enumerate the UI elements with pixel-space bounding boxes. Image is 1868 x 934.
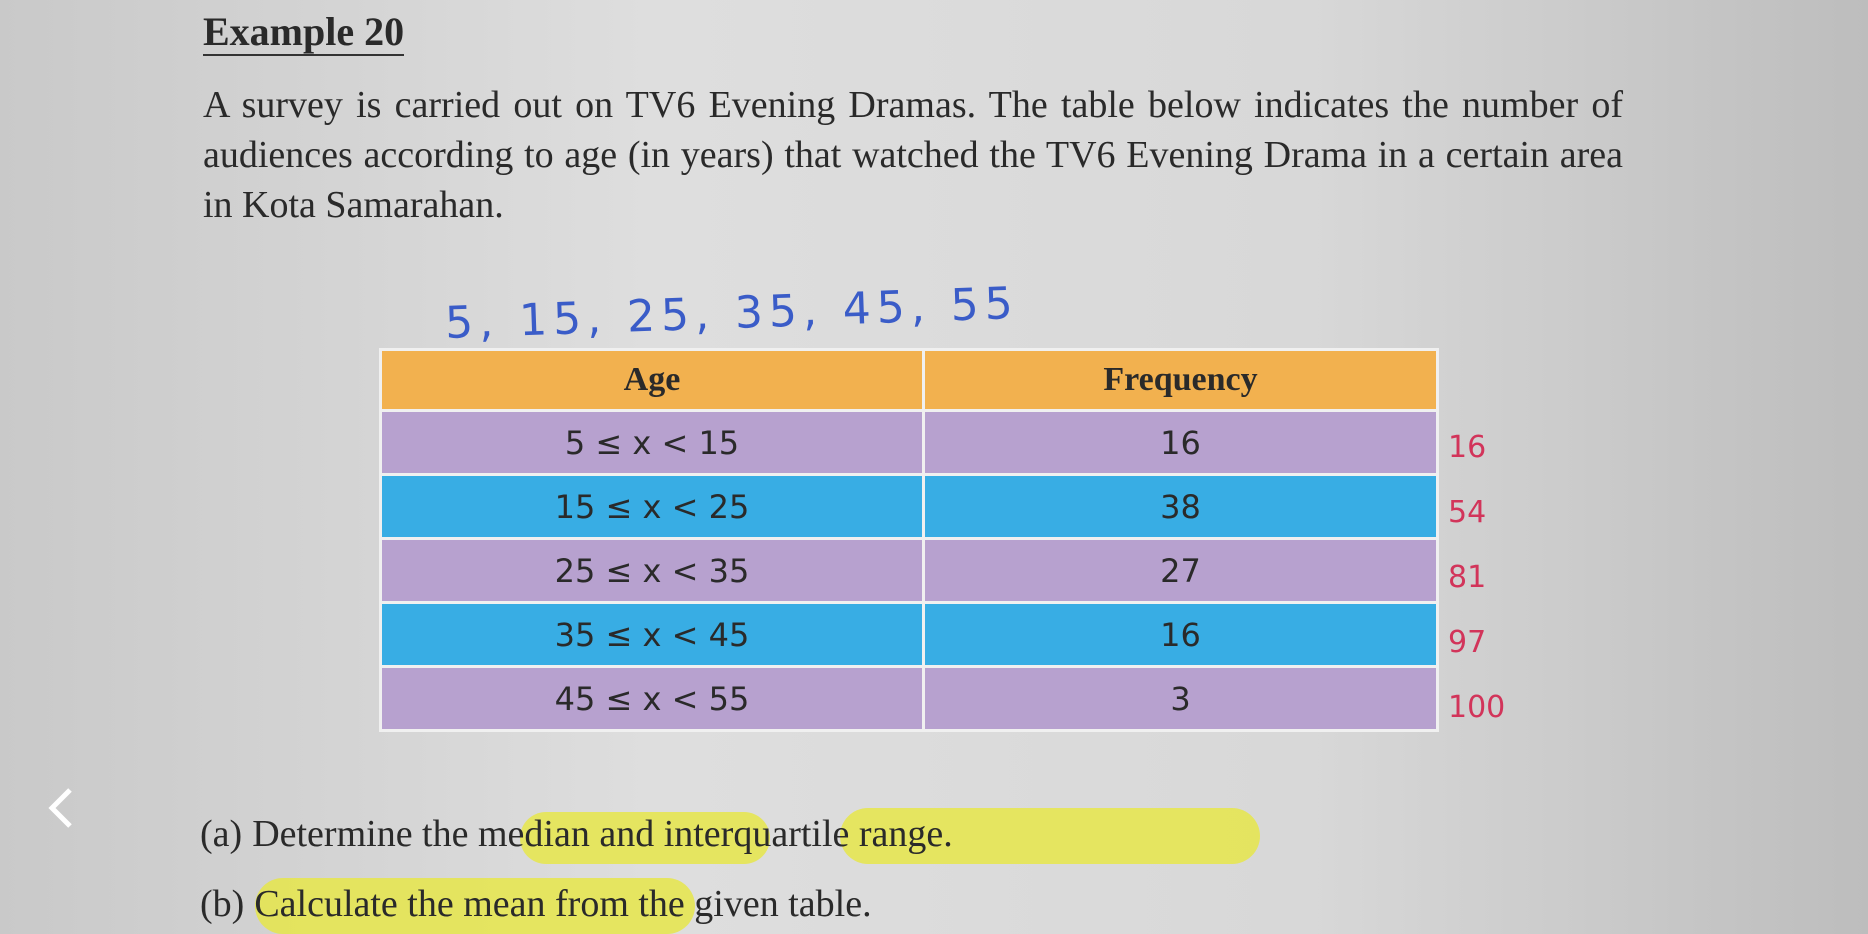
highlight bbox=[520, 812, 770, 864]
table-cell: 15 ≤ x < 25 bbox=[379, 473, 925, 540]
table-row: 35 ≤ x < 45 16 bbox=[379, 601, 1439, 668]
handwritten-note: 5, 15, 25, 35, 45, 55 bbox=[444, 278, 1020, 349]
table: Age Frequency 5 ≤ x < 15 16 15 ≤ x < 25 38 25… bbox=[379, 348, 1439, 732]
header-cell: Frequency bbox=[922, 348, 1439, 412]
question-text: Calculate the mean from the given table. bbox=[254, 883, 872, 925]
question-label: (b) bbox=[200, 883, 245, 925]
highlight bbox=[840, 808, 1260, 864]
table-cell: 16 bbox=[922, 409, 1439, 476]
chevron-icon bbox=[48, 788, 72, 828]
table-cell: 38 bbox=[922, 473, 1439, 540]
handwritten-cumulative: 100 bbox=[1448, 690, 1506, 725]
question-text: Determine the median and interquartile r… bbox=[252, 813, 953, 855]
question-label: (a) bbox=[200, 813, 243, 855]
table-cell: 35 ≤ x < 45 bbox=[379, 601, 925, 668]
header-cell: Age bbox=[379, 348, 925, 412]
handwritten-cumulative: 97 bbox=[1448, 625, 1487, 660]
table-cell: 27 bbox=[922, 537, 1439, 604]
table-cell: 25 ≤ x < 35 bbox=[379, 537, 925, 604]
table-row: 25 ≤ x < 35 27 bbox=[379, 537, 1439, 604]
handwritten-cumulative: 54 bbox=[1448, 495, 1487, 530]
table-cell: 3 bbox=[922, 665, 1439, 732]
title: Example 20 bbox=[203, 9, 405, 56]
question: (a) Determine the median and interquartil… bbox=[200, 812, 953, 856]
handwritten-cumulative: 81 bbox=[1448, 560, 1487, 595]
highlight bbox=[255, 878, 695, 934]
table-cell: 45 ≤ x < 55 bbox=[379, 665, 925, 732]
table-row: 15 ≤ x < 25 38 bbox=[379, 473, 1439, 540]
handwritten-cumulative: 16 bbox=[1448, 430, 1487, 465]
table-cell: 5 ≤ x < 15 bbox=[379, 409, 925, 476]
table-cell: 16 bbox=[922, 601, 1439, 668]
question: (b) Calculate the mean from the given tab… bbox=[200, 882, 872, 926]
paragraph: A survey is carried out on TV6 Evening D… bbox=[203, 84, 1623, 226]
table-row: 45 ≤ x < 55 3 bbox=[379, 665, 1439, 732]
table-row: 5 ≤ x < 15 16 bbox=[379, 409, 1439, 476]
